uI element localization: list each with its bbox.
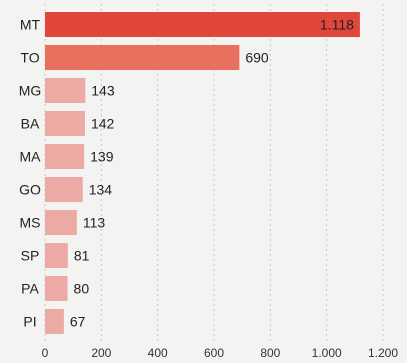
category-label: MG [19, 83, 42, 99]
value-label: 143 [91, 83, 115, 99]
category-label: GO [19, 182, 41, 198]
category-label: BA [21, 116, 40, 132]
category-label: MS [20, 215, 41, 231]
x-axis: 0 200 400 600 800 1.000 1.200 [42, 346, 399, 360]
x-tick-label: 0 [42, 346, 49, 360]
bar-pi [45, 309, 64, 334]
x-tick-label: 200 [91, 346, 111, 360]
bar-ba [45, 111, 85, 136]
bar-ms [45, 210, 77, 235]
value-label: 80 [74, 281, 90, 297]
category-label: PA [21, 281, 39, 297]
bars [45, 12, 360, 334]
x-tick-label: 800 [260, 346, 280, 360]
labels: MT 1.118 TO 690 MG 143 BA 142 MA 139 GO 134 MS 113 SP 8… [19, 17, 354, 330]
value-label: 139 [90, 149, 114, 165]
bar-ma [45, 144, 85, 169]
bar-sp [45, 243, 68, 268]
value-label: 113 [83, 215, 106, 231]
x-tick-label: 600 [204, 346, 224, 360]
value-label: 81 [74, 248, 90, 264]
value-label: 142 [91, 116, 115, 132]
x-tick-label: 1.000 [312, 346, 342, 360]
category-label: TO [20, 50, 39, 66]
x-tick-label: 1.200 [368, 346, 398, 360]
x-tick-label: 400 [148, 346, 168, 360]
category-label: PI [23, 314, 36, 330]
bar-pa [45, 276, 68, 301]
category-label: MT [20, 17, 41, 33]
value-label: 134 [89, 182, 113, 198]
value-label: 690 [245, 50, 269, 66]
value-label: 1.118 [320, 17, 354, 33]
category-label: SP [21, 248, 40, 264]
bar-go [45, 177, 83, 202]
bar-to [45, 45, 240, 70]
bar-mt [45, 12, 360, 37]
bar-mg [45, 78, 86, 103]
value-label: 67 [70, 314, 86, 330]
category-label: MA [20, 149, 42, 165]
